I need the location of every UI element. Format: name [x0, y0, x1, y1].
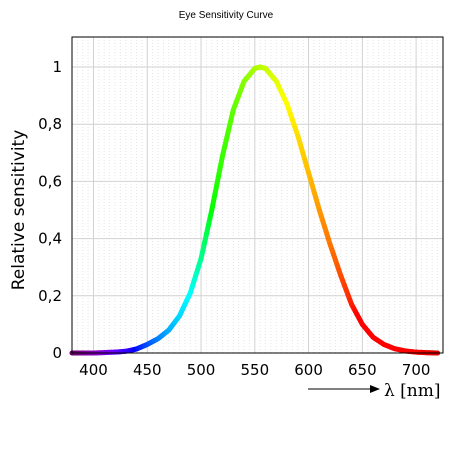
x-tick-label: 500	[187, 361, 216, 379]
plot-frame	[71, 36, 444, 354]
grid	[72, 37, 443, 353]
y-tick-label: 1	[52, 58, 62, 76]
x-tick-label: 650	[348, 361, 377, 379]
y-tick-label: 0,8	[38, 115, 62, 133]
x-axis-label: λ [nm]	[384, 381, 441, 401]
x-tick-label: 700	[402, 361, 431, 379]
x-tick-label: 450	[133, 361, 162, 379]
chart-title: Eye Sensitivity Curve	[179, 10, 274, 21]
x-tick-label: 400	[79, 361, 108, 379]
y-tick-labels: 0 0,2 0,4 0,6 0,8 1	[38, 58, 62, 362]
y-tick-label: 0,2	[38, 287, 62, 305]
y-tick-label: 0	[52, 344, 62, 362]
y-tick-label: 0,4	[38, 230, 62, 248]
x-tick-labels: 400 450 500 550 600 650 700	[79, 361, 430, 379]
y-axis-label: Relative sensitivity	[9, 130, 29, 291]
x-tick-label: 550	[240, 361, 269, 379]
x-axis-arrow	[308, 385, 380, 393]
y-tick-label: 0,6	[38, 172, 62, 190]
x-tick-label: 600	[294, 361, 323, 379]
